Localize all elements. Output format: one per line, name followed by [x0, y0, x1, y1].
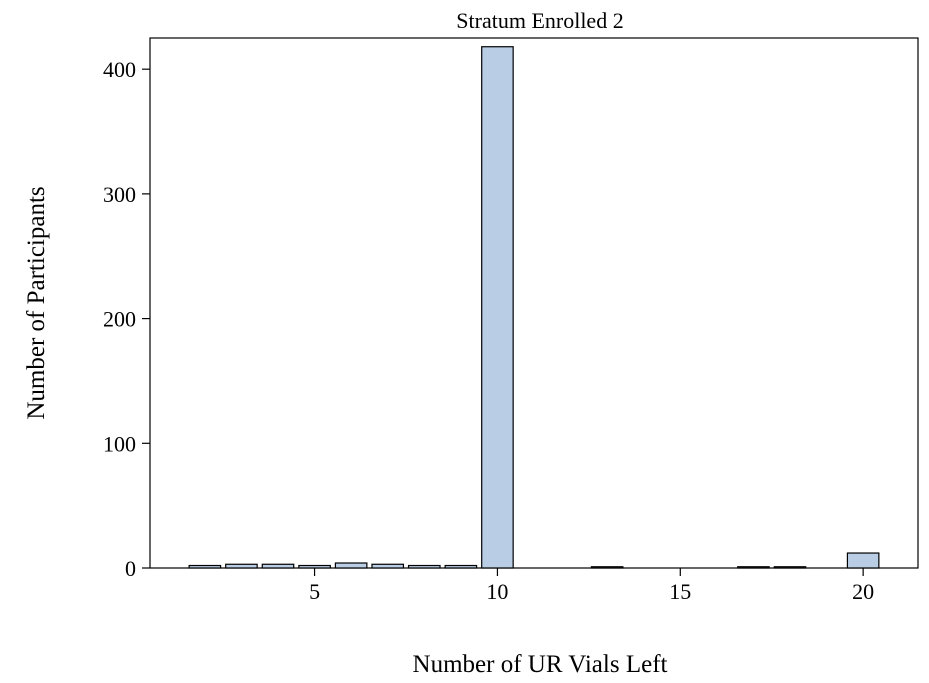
bar-6 [334, 562, 368, 569]
x-tick-label-10: 10 [486, 579, 508, 604]
bar-4 [261, 563, 295, 569]
bar-5 [298, 564, 331, 569]
y-axis-label: Number of Participants [23, 186, 50, 419]
y-tick-label-0: 0 [125, 556, 136, 581]
bar-10 [481, 46, 514, 569]
x-tick-label-20: 20 [852, 579, 874, 604]
bar-8 [407, 564, 441, 569]
x-tick-label-15: 15 [669, 579, 691, 604]
bars-group [188, 46, 880, 569]
bar-20 [846, 552, 880, 569]
x-axis: 5 10 15 20 [309, 568, 874, 604]
x-axis-label: Number of UR Vials Left [413, 651, 668, 678]
bar-7 [371, 563, 405, 569]
plot-frame [149, 37, 919, 569]
y-tick-label-100: 100 [103, 431, 136, 456]
y-tick-label-200: 200 [103, 307, 136, 332]
bar-2 [188, 564, 222, 569]
x-tick-label-5: 5 [309, 579, 320, 604]
y-tick-label-300: 300 [103, 182, 136, 207]
y-axis: 0 100 200 300 400 [103, 57, 150, 581]
bar-17 [737, 566, 770, 569]
bar-9 [444, 564, 478, 569]
y-tick-label-400: 400 [103, 57, 136, 82]
chart-title: Stratum Enrolled 2 [456, 8, 623, 33]
bar-18 [773, 566, 807, 569]
bar-3 [225, 563, 258, 569]
bar-13 [590, 566, 624, 569]
